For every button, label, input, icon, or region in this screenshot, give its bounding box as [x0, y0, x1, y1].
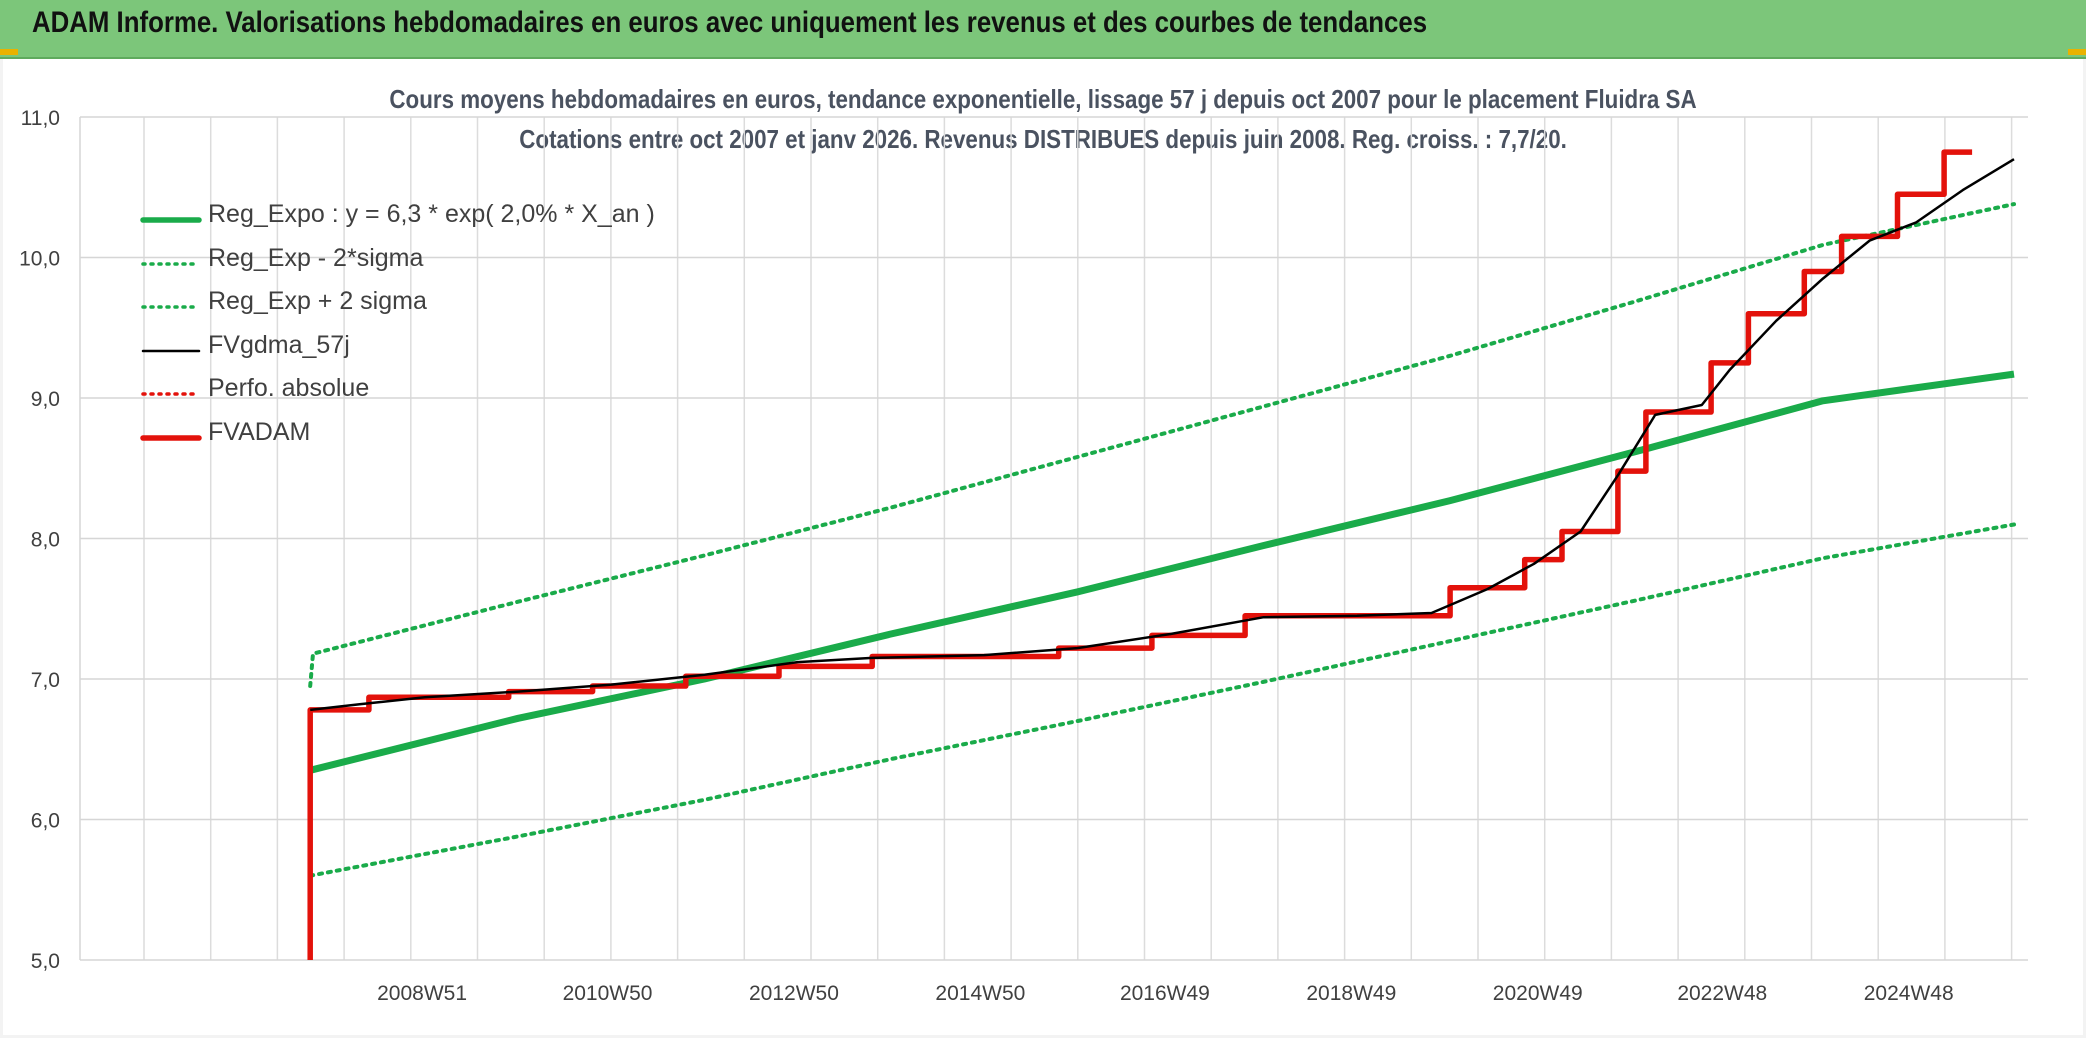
corner-mark-right — [2068, 49, 2086, 55]
x-tick-label: 2016W49 — [1120, 982, 1210, 1005]
x-tick-label: 2022W48 — [1677, 982, 1767, 1005]
x-tick-label: 2024W48 — [1864, 982, 1954, 1005]
legend-label: Reg_Exp - 2*sigma — [208, 243, 424, 272]
y-tick-label: 6,0 — [31, 810, 60, 833]
series-line-fvadam — [307, 149, 1973, 960]
x-tick-label: 2012W50 — [749, 982, 839, 1005]
chart-title: Cours moyens hebdomadaires en euros, ten… — [389, 84, 1697, 114]
header-bar: ADAM Informe. Valorisations hebdomadaire… — [0, 0, 2086, 59]
legend-label: Perfo. absolue — [208, 374, 370, 402]
legend-label: Reg_Expo : y = 6,3 * exp( 2,0% * X_an ) — [208, 200, 655, 228]
x-tick-label: 2018W49 — [1306, 982, 1396, 1005]
legend-swatch — [141, 305, 201, 309]
x-tick-label: 2014W50 — [935, 982, 1025, 1005]
y-tick-label: 9,0 — [31, 388, 60, 411]
legend-swatch — [140, 217, 202, 223]
series-line-reg-exp — [308, 202, 2016, 688]
legend-swatch — [141, 392, 201, 396]
legend-swatch — [140, 434, 202, 441]
series-line-reg-expo — [309, 370, 2015, 774]
legend-swatch — [141, 349, 201, 352]
legend-swatch — [141, 261, 201, 266]
x-tick-label: 2020W49 — [1493, 982, 1583, 1005]
chart-subtitle: Cotations entre oct 2007 et janv 2026. R… — [519, 124, 1567, 154]
y-tick-label: 10,0 — [19, 248, 60, 271]
legend-label: FVgdma_57j — [208, 330, 350, 359]
legend-label: Reg_Exp + 2 sigma — [208, 287, 427, 315]
x-tick-label: 2008W51 — [377, 982, 467, 1005]
y-tick-label: 8,0 — [31, 529, 60, 552]
legend-label: FVADAM — [208, 417, 311, 446]
y-tick-label: 5,0 — [31, 950, 60, 973]
page-title: ADAM Informe. Valorisations hebdomadaire… — [32, 6, 1428, 39]
series-line-fvgdma-57j — [310, 158, 2015, 712]
x-tick-label: 2010W50 — [563, 982, 653, 1005]
corner-mark-left — [0, 49, 18, 55]
y-tick-label: 11,0 — [21, 107, 60, 130]
y-tick-label: 7,0 — [31, 669, 60, 692]
series-line-reg-exp — [308, 522, 2016, 878]
